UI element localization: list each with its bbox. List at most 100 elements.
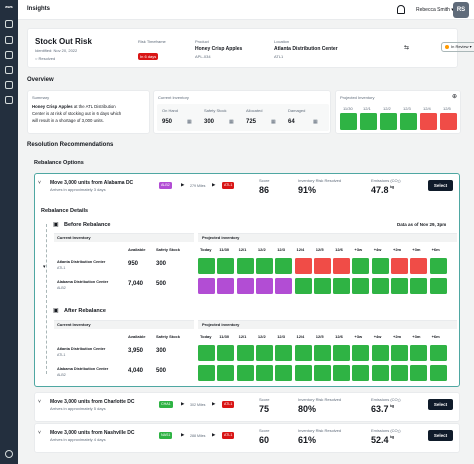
before-cell [198, 258, 215, 274]
projected-inv-label: Projected inventory [202, 322, 240, 327]
projected-inv-label: Projected inventory [202, 235, 240, 240]
expand-icon[interactable]: ⊕ [452, 94, 458, 100]
identified-date: Identified: Nov 20, 2022 [35, 48, 78, 53]
option-card-3[interactable] [34, 423, 460, 453]
summary-product: Honey Crisp Apples [32, 104, 73, 109]
document-icon[interactable] [5, 81, 13, 89]
arrow-icon: ▶ [212, 182, 216, 187]
avatar[interactable]: RS [453, 2, 469, 18]
risk-badge: In 6 days [138, 53, 159, 60]
proj-cell-0 [340, 113, 357, 130]
after-row-available: 3,950 [128, 348, 144, 354]
proj-cell-2 [380, 113, 397, 130]
score-value: 75 [259, 404, 270, 414]
before-cell [313, 258, 331, 274]
before-row-code: ATL1 [57, 266, 66, 270]
after-row-available: 4,040 [128, 368, 144, 374]
emissions-label: Emissions (CO₂) [371, 178, 401, 183]
risk-label: Risk Timeframe [138, 39, 166, 44]
app-title: Insights [27, 6, 51, 12]
proj-date-0: 11/30 [343, 106, 353, 111]
miles-label: 302 Miles [190, 403, 206, 407]
resolved-value: 61% [298, 435, 317, 445]
summary-label: Summary [32, 95, 50, 100]
chart-icon[interactable] [5, 66, 13, 74]
cube-icon[interactable] [5, 51, 13, 59]
before-cell [410, 278, 428, 294]
option-card-2[interactable] [34, 392, 460, 422]
before-cell [410, 258, 428, 274]
rebalance-details-heading: Rebalance Details [41, 208, 89, 214]
data-as-of: Data as of Nov 29, 3pm [397, 222, 447, 227]
proj-cell-5 [440, 113, 457, 130]
after-heading: After Rebalance [64, 308, 106, 314]
projected-inv-header [198, 320, 457, 329]
after-cell [294, 345, 312, 361]
date-col-4: 12/3 [277, 247, 285, 252]
inv-val-3: 64 [288, 119, 295, 125]
bell-icon[interactable] [397, 5, 405, 14]
before-icon: ▣ [53, 222, 59, 228]
user-name: Rebecca Smith [416, 7, 450, 13]
after-cell [313, 345, 331, 361]
before-cell [352, 278, 370, 294]
inv-col-3: Damaged [288, 108, 306, 113]
before-cell [217, 258, 235, 274]
proj-date-2: 12/2 [383, 106, 391, 111]
select-button[interactable]: Select [428, 180, 453, 191]
proj-date-3: 12/3 [403, 106, 411, 111]
after-cell [333, 365, 351, 381]
current-inv-header [54, 320, 194, 329]
chevron-right-icon[interactable]: ˅ [38, 430, 41, 436]
after-cell [255, 365, 273, 381]
after-cell [352, 365, 370, 381]
after-cell [217, 365, 235, 381]
after-cell [333, 345, 351, 361]
location-name: Atlanta Distribution Center [274, 46, 338, 52]
before-cell [429, 278, 447, 294]
select-button[interactable]: Select [428, 430, 453, 441]
resolved-label: Inventory Risk Resolved [298, 178, 342, 183]
damaged-icon: ▦ [313, 119, 318, 125]
network-icon[interactable] [5, 96, 13, 104]
after-cell [198, 345, 215, 361]
inv-col-2: Allocated [246, 108, 263, 113]
date-col-6: 12/5 [315, 247, 324, 252]
select-button[interactable]: Select [428, 399, 453, 410]
home-icon[interactable] [5, 20, 13, 28]
after-row-code: ALB2 [57, 373, 66, 377]
score-label: Score [259, 397, 270, 402]
status-dot-icon [445, 44, 449, 49]
emissions-label: Emissions (CO₂) [371, 397, 401, 402]
after-cell [371, 345, 389, 361]
date-col-10: +2m [393, 334, 402, 339]
status-dropdown[interactable]: In Review ▾ [441, 42, 474, 52]
chevron-down-icon[interactable]: ˅ [38, 180, 41, 186]
before-cell [391, 278, 408, 294]
chevron-right-icon[interactable]: ˅ [38, 399, 41, 405]
date-col-0: Today [200, 334, 212, 339]
before-cell [275, 258, 293, 274]
resolved-label: Resolved [38, 56, 56, 61]
proj-date-4: 12/4 [423, 106, 431, 111]
shield-icon: ▦ [229, 119, 234, 125]
product-name: Honey Crisp Apples [195, 46, 243, 52]
score-value: 60 [259, 435, 270, 445]
summary-panel: Summary Honey Crisp Apples at the ATL Di… [27, 90, 150, 134]
box-icon[interactable] [5, 36, 13, 44]
date-col-11: +3m [412, 247, 421, 252]
after-cell [255, 345, 273, 361]
settings-icon[interactable] [5, 450, 13, 458]
share-icon[interactable]: ⇆ [404, 45, 410, 51]
after-cell [429, 345, 447, 361]
status-label: In Review [451, 44, 469, 49]
after-cell [236, 365, 254, 381]
option-subtitle: Arrives in approximately 5 days [50, 406, 106, 411]
overview-heading: Overview [27, 77, 54, 83]
user-menu[interactable]: Rebecca Smith ▾ [416, 7, 454, 13]
emissions-value: 52.4 [371, 435, 389, 445]
inv-val-0: 950 [162, 119, 173, 125]
before-row-safety: 300 [156, 261, 167, 267]
projected-label: Projected Inventory [340, 95, 375, 100]
current-inventory-label: Current Inventory [158, 95, 189, 100]
